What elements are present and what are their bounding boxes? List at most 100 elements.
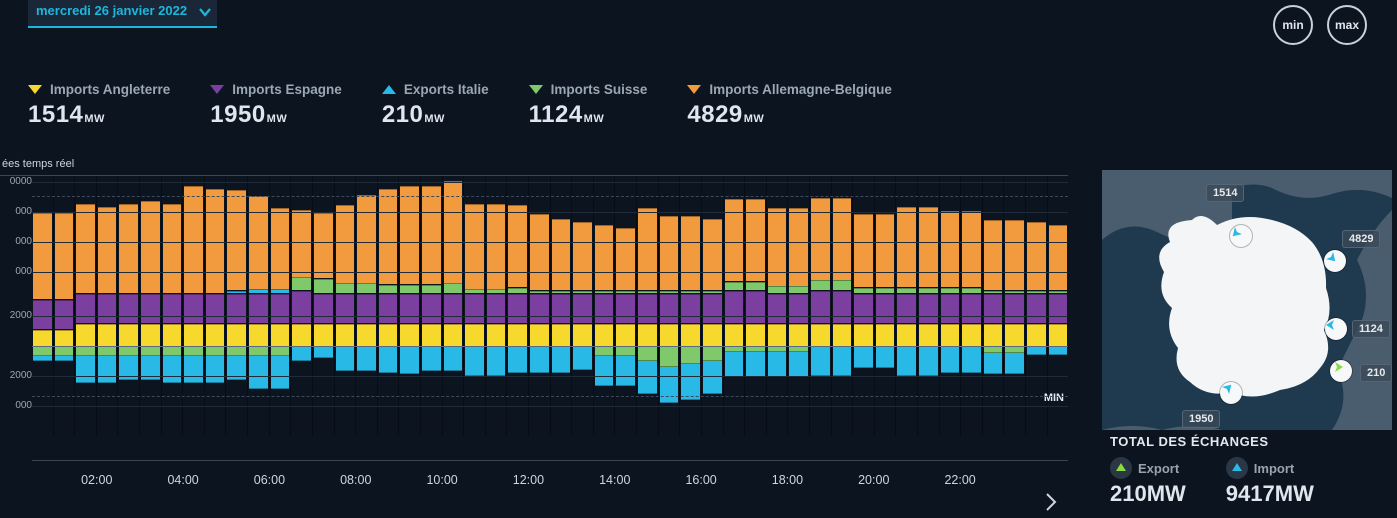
export-up-icon	[1110, 457, 1132, 479]
legend-item-angleterre[interactable]: Imports Angleterre1514MW	[28, 82, 170, 129]
bar-col	[745, 176, 767, 436]
bar-col	[75, 176, 97, 436]
legend-label: Exports Italie	[404, 82, 489, 97]
bar-col	[270, 176, 292, 436]
bar-col	[248, 176, 270, 436]
scroll-right-button[interactable]	[1044, 492, 1058, 518]
map-badge: 4829	[1342, 230, 1380, 248]
map-arrow-icon	[1230, 225, 1252, 247]
map-arrow-icon	[1324, 250, 1346, 272]
bar-col	[551, 176, 573, 436]
min-button[interactable]: min	[1273, 5, 1313, 45]
bar-col	[961, 176, 983, 436]
x-tick-label: 06:00	[254, 473, 285, 487]
bar-col	[32, 176, 54, 436]
date-label: mercredi 26 janvier 2022	[36, 3, 187, 18]
bar-col	[97, 176, 119, 436]
bar-col	[940, 176, 962, 436]
bar-col	[875, 176, 897, 436]
map-badge: 1514	[1206, 184, 1244, 202]
bar-col	[507, 176, 529, 436]
total-import: Import 9417MW	[1226, 457, 1314, 507]
bar-col	[356, 176, 378, 436]
y-tick-label: 000	[2, 400, 32, 411]
bar-col	[680, 176, 702, 436]
legend: Imports Angleterre1514MW Imports Espagne 1…	[28, 82, 892, 129]
x-tick-label: 02:00	[81, 473, 112, 487]
chevron-right-icon	[1044, 492, 1058, 512]
triangle-down-icon	[28, 85, 42, 94]
map-arrow-icon	[1325, 318, 1347, 340]
bar-col	[205, 176, 227, 436]
x-tick-label: 18:00	[772, 473, 803, 487]
legend-label: Imports Espagne	[232, 82, 342, 97]
y-tick-label: 2000	[2, 370, 32, 381]
triangle-down-icon	[529, 85, 543, 94]
x-tick-label: 04:00	[167, 473, 198, 487]
triangle-down-icon	[687, 85, 701, 94]
legend-item-espagne[interactable]: Imports Espagne 1950MW	[210, 82, 342, 129]
x-tick-label: 08:00	[340, 473, 371, 487]
max-button[interactable]: max	[1327, 5, 1367, 45]
bar-col	[810, 176, 832, 436]
triangle-up-icon	[382, 85, 396, 94]
legend-item-italie[interactable]: Exports Italie 210MW	[382, 82, 489, 129]
bar-col	[918, 176, 940, 436]
bar-col	[983, 176, 1005, 436]
bar-col	[183, 176, 205, 436]
chevron-down-icon	[199, 5, 211, 20]
totals-title: TOTAL DES ÉCHANGES	[1110, 434, 1314, 449]
bar-col	[594, 176, 616, 436]
date-selector[interactable]: mercredi 26 janvier 2022	[28, 0, 217, 28]
bar-col	[378, 176, 400, 436]
bar-col	[853, 176, 875, 436]
map-arrow-icon	[1220, 382, 1242, 404]
totals: TOTAL DES ÉCHANGES Export 210MW Import 9…	[1110, 434, 1314, 507]
bar-col	[637, 176, 659, 436]
legend-item-allbel[interactable]: Imports Allemagne-Belgique 4829MW	[687, 82, 892, 129]
bar-col	[140, 176, 162, 436]
bar-col	[162, 176, 184, 436]
bar-col	[291, 176, 313, 436]
bar-col	[399, 176, 421, 436]
bar-col	[832, 176, 854, 436]
bar-col	[1004, 176, 1026, 436]
legend-value: 1124MW	[529, 101, 648, 129]
min-tag: MIN	[1044, 392, 1064, 404]
legend-label: Imports Allemagne-Belgique	[709, 82, 892, 97]
total-export: Export 210MW	[1110, 457, 1186, 507]
y-tick-label: 2000	[2, 310, 32, 321]
bar-col	[421, 176, 443, 436]
bar-col	[464, 176, 486, 436]
bar-col	[572, 176, 594, 436]
legend-item-suisse[interactable]: Imports Suisse 1124MW	[529, 82, 648, 129]
x-tick-label: 14:00	[599, 473, 630, 487]
y-tick-label: 000	[2, 206, 32, 217]
realtime-label: ées temps réel	[2, 158, 74, 170]
bar-col	[767, 176, 789, 436]
legend-value: 1950MW	[210, 101, 342, 129]
map-badge: 210	[1360, 364, 1392, 382]
x-tick-label: 22:00	[944, 473, 975, 487]
map-badge: 1124	[1352, 320, 1390, 338]
map-arrow-icon	[1330, 360, 1352, 382]
legend-value: 4829MW	[687, 101, 892, 129]
bar-col	[118, 176, 140, 436]
chart: MIN 000000000000020002000000	[0, 175, 1068, 465]
y-tick-label: 000	[2, 266, 32, 277]
legend-label: Imports Suisse	[551, 82, 648, 97]
map-badge: 1950	[1182, 410, 1220, 428]
legend-value: 210MW	[382, 101, 489, 129]
bar-col	[313, 176, 335, 436]
bar-col	[788, 176, 810, 436]
bar-col	[724, 176, 746, 436]
x-tick-label: 16:00	[685, 473, 716, 487]
x-tick-label: 10:00	[426, 473, 457, 487]
x-axis: 02:00 04:00 06:00 08:00 10:00 12:00 14:00 16:00…	[32, 460, 1068, 510]
bar-col	[486, 176, 508, 436]
bar-col	[615, 176, 637, 436]
bar-col	[226, 176, 248, 436]
bar-col	[443, 176, 465, 436]
x-tick-label: 20:00	[858, 473, 889, 487]
x-tick-label: 12:00	[513, 473, 544, 487]
